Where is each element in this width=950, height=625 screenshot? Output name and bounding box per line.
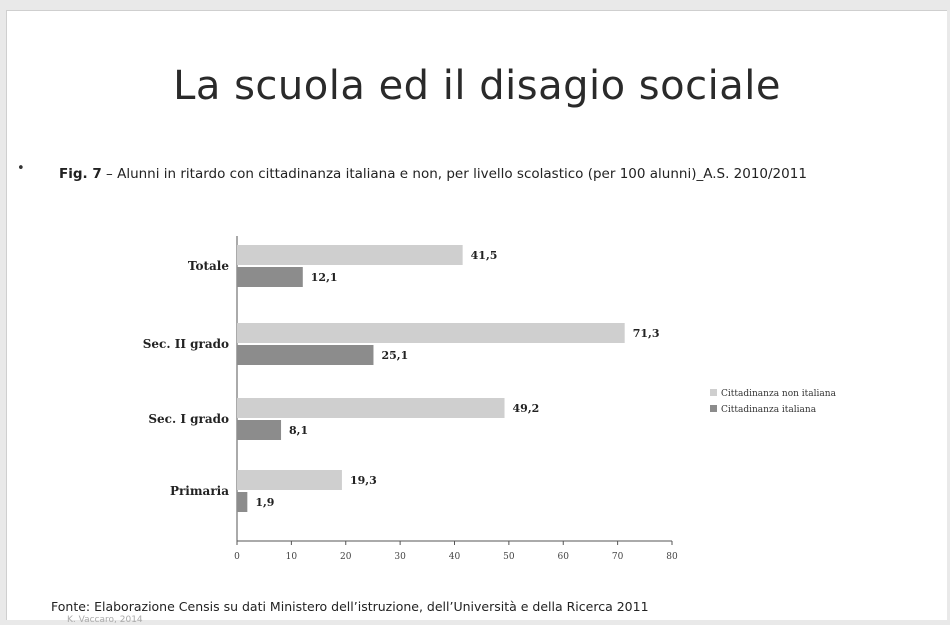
legend-swatch <box>710 389 717 396</box>
figure-caption-text: – Alunni in ritardo con cittadinanza ita… <box>101 166 807 182</box>
chart-labels: Totale 41,5 12,1 Sec. II grado 71,3 25,1 Sec. … <box>143 249 660 509</box>
chart-axes: 0 10 20 30 40 50 60 70 80 <box>234 236 678 562</box>
bar <box>237 470 342 490</box>
data-label: 71,3 <box>633 327 660 340</box>
bar <box>237 492 248 512</box>
slide: La scuola ed il disagio sociale • Fig. 7… <box>6 10 947 625</box>
data-label: 8,1 <box>289 424 308 437</box>
figure-caption: Fig. 7 – Alunni in ritardo con cittadina… <box>59 165 929 183</box>
x-tick-label: 0 <box>234 552 240 562</box>
slide-title: La scuola ed il disagio sociale <box>173 63 781 109</box>
legend-label: Cittadinanza non italiana <box>721 389 837 399</box>
bar-chart: 0 10 20 30 40 50 60 70 80 Totale 41,5 12,1 Sec. II … <box>143 236 837 562</box>
bar <box>237 345 374 365</box>
x-tick-label: 80 <box>666 552 678 562</box>
data-label: 25,1 <box>381 349 408 362</box>
figure-number: Fig. 7 <box>59 166 102 182</box>
bar <box>237 420 282 440</box>
category-label: Sec. II grado <box>143 337 229 351</box>
legend-swatch <box>710 405 717 412</box>
bar <box>237 398 505 418</box>
x-tick-label: 60 <box>558 552 570 562</box>
data-label: 41,5 <box>471 249 498 262</box>
data-label: 19,3 <box>350 474 377 487</box>
category-label: Totale <box>188 259 229 273</box>
legend-label: Cittadinanza italiana <box>721 405 817 415</box>
x-tick-label: 20 <box>340 552 352 562</box>
bar <box>237 267 303 287</box>
data-label: 12,1 <box>311 271 338 284</box>
x-tick-label: 70 <box>612 552 624 562</box>
bar <box>237 323 625 343</box>
source-note: Fonte: Elaborazione Censis su dati Minis… <box>51 599 649 614</box>
chart-legend: Cittadinanza non italiana Cittadinanza it… <box>710 389 837 415</box>
x-tick-label: 10 <box>286 552 298 562</box>
chart-bars <box>237 245 625 512</box>
category-label: Primaria <box>170 484 229 498</box>
bar <box>237 245 463 265</box>
footer-note: K. Vaccaro, 2014 <box>67 615 143 625</box>
category-label: Sec. I grado <box>148 412 229 426</box>
data-label: 49,2 <box>513 402 540 415</box>
x-tick-label: 30 <box>394 552 406 562</box>
x-tick-label: 50 <box>503 552 515 562</box>
x-tick-label: 40 <box>449 552 461 562</box>
bullet-marker: • <box>17 161 25 176</box>
data-label: 1,9 <box>255 496 274 509</box>
